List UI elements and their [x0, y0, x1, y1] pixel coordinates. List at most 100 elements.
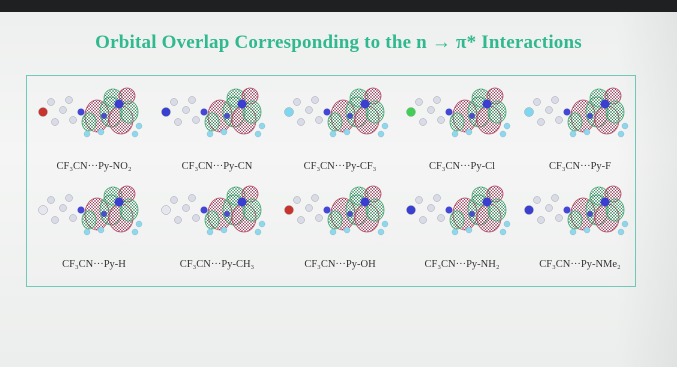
nitrogen-atom	[347, 113, 353, 119]
green-lobe	[567, 210, 583, 230]
orbital-overlap-diagram	[284, 87, 389, 138]
atom	[69, 116, 77, 124]
orbital-panel-f: CF₃CN···Py-F	[515, 82, 635, 182]
atom	[315, 214, 323, 222]
atom	[381, 122, 389, 130]
atom	[315, 116, 323, 124]
atom	[621, 122, 629, 130]
atom	[524, 205, 534, 215]
atom	[533, 196, 541, 204]
atom	[555, 214, 563, 222]
atom	[206, 228, 214, 236]
atom	[182, 106, 190, 114]
atom	[311, 194, 319, 202]
orbital-panel-h: CF₃CN···Py-H	[29, 180, 149, 280]
atom	[254, 228, 262, 236]
green-lobe	[365, 100, 385, 124]
atom	[65, 194, 73, 202]
atom	[135, 220, 143, 228]
nitrogen-atom	[587, 211, 593, 217]
atom	[433, 96, 441, 104]
atom	[161, 205, 171, 215]
atom	[293, 196, 301, 204]
atom	[377, 228, 385, 236]
atom	[503, 220, 511, 228]
atom	[583, 226, 591, 234]
green-lobe	[605, 198, 625, 222]
slide-title: Orbital Overlap Corresponding to the n →…	[95, 32, 582, 53]
nitrogen-atom	[237, 197, 247, 207]
projection-screen: Orbital Overlap Corresponding to the n →…	[0, 12, 677, 367]
atom	[406, 205, 416, 215]
atom	[59, 106, 67, 114]
molecule-label: CF₃CN···Py-NH₂	[424, 259, 500, 270]
atom	[284, 205, 294, 215]
nitrogen-atom	[77, 206, 85, 214]
nitrogen-atom	[101, 113, 107, 119]
atom	[254, 130, 262, 138]
nitrogen-atom	[600, 197, 610, 207]
atom	[415, 196, 423, 204]
atom	[135, 122, 143, 130]
orbital-overlap-diagram	[524, 87, 629, 138]
atom	[83, 228, 91, 236]
orbital-overlap-diagram	[38, 87, 143, 138]
atom	[297, 216, 305, 224]
green-lobe	[487, 100, 507, 124]
orbital-panel-nh2: CF₃CN···Py-NH₂	[397, 180, 517, 280]
atom	[83, 130, 91, 138]
atom	[617, 228, 625, 236]
orbital-overlap-diagram	[406, 87, 511, 138]
nitrogen-atom	[600, 99, 610, 109]
atom	[465, 128, 473, 136]
atom	[503, 122, 511, 130]
atom	[97, 128, 105, 136]
molecule-label: CF₃CN···Py-CH₃	[179, 259, 255, 270]
green-lobe	[119, 100, 139, 124]
nitrogen-atom	[77, 108, 85, 116]
green-lobe	[204, 210, 220, 230]
atom	[433, 194, 441, 202]
atom	[537, 216, 545, 224]
atom	[419, 216, 427, 224]
atom	[206, 130, 214, 138]
atom	[621, 220, 629, 228]
atom	[343, 226, 351, 234]
nitrogen-atom	[360, 99, 370, 109]
atom	[311, 96, 319, 104]
atom	[569, 130, 577, 138]
green-lobe	[449, 210, 465, 230]
green-lobe	[327, 112, 343, 132]
orbital-overlap-diagram	[161, 87, 266, 138]
atom	[545, 204, 553, 212]
atom	[131, 130, 139, 138]
green-lobe	[204, 112, 220, 132]
atom	[188, 194, 196, 202]
atom	[51, 118, 59, 126]
atom	[329, 228, 337, 236]
atom	[305, 106, 313, 114]
green-lobe	[242, 100, 262, 124]
green-lobe	[81, 112, 97, 132]
green-lobe	[487, 198, 507, 222]
atom	[170, 98, 178, 106]
atom	[297, 118, 305, 126]
atom	[377, 130, 385, 138]
atom	[437, 116, 445, 124]
atom	[465, 226, 473, 234]
green-lobe	[449, 112, 465, 132]
atom	[284, 107, 294, 117]
molecule-label: CF₃CN···Py-NO₂	[56, 161, 132, 172]
orbital-panel-nme2: CF₃CN···Py-NMe₂	[515, 180, 635, 280]
atom	[188, 96, 196, 104]
atom	[343, 128, 351, 136]
atom	[38, 107, 48, 117]
atom	[545, 106, 553, 114]
atom	[305, 204, 313, 212]
atom	[381, 220, 389, 228]
atom	[537, 118, 545, 126]
molecule-label: CF₃CN···Py-NMe₂	[539, 259, 621, 270]
atom	[451, 228, 459, 236]
atom	[569, 228, 577, 236]
atom	[524, 107, 534, 117]
